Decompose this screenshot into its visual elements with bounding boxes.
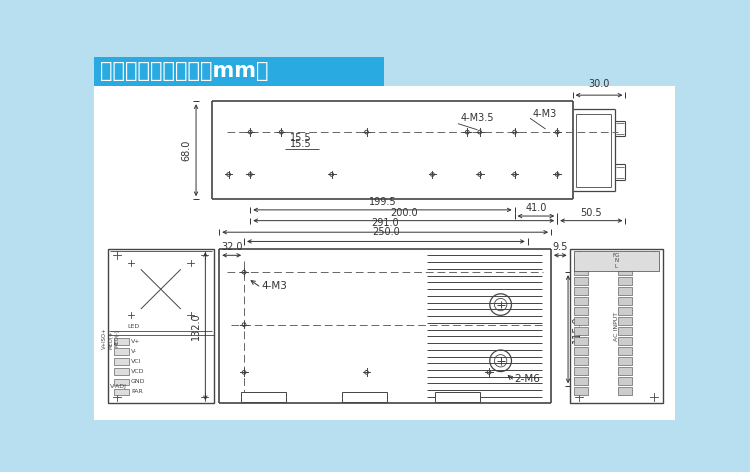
Bar [574, 347, 588, 354]
Text: 41.0: 41.0 [525, 203, 547, 213]
Bar [114, 379, 130, 386]
Text: V-ADJ: V-ADJ [110, 384, 127, 389]
Text: 250.0: 250.0 [372, 227, 400, 237]
Text: N: N [614, 258, 618, 263]
Text: 115.0: 115.0 [572, 315, 582, 343]
Bar [94, 57, 384, 86]
Bar [114, 388, 130, 396]
Bar [619, 257, 632, 264]
Bar [114, 358, 130, 365]
Bar [619, 327, 632, 335]
Text: 30.0: 30.0 [588, 79, 610, 89]
Bar [619, 357, 632, 365]
Bar [342, 392, 387, 402]
Text: 200.0: 200.0 [390, 208, 418, 218]
Bar [574, 287, 588, 295]
Bar [619, 267, 632, 275]
Bar [619, 287, 632, 295]
Text: 50.5: 50.5 [580, 208, 602, 218]
Bar [619, 387, 632, 395]
Bar [574, 327, 588, 335]
Text: 15.5: 15.5 [290, 133, 311, 143]
Bar [574, 277, 588, 285]
Text: GND: GND [131, 379, 146, 384]
Text: AC INPUT: AC INPUT [614, 312, 619, 341]
Text: 安装尺寸图：（单位mm）: 安装尺寸图：（单位mm） [100, 61, 268, 81]
Bar [574, 377, 588, 385]
Bar [619, 317, 632, 325]
Text: 4-M3.5: 4-M3.5 [460, 113, 494, 123]
Text: 199.5: 199.5 [369, 197, 396, 207]
Bar [114, 369, 130, 375]
Text: 15.5: 15.5 [290, 139, 311, 149]
Text: 4-M3: 4-M3 [261, 281, 287, 291]
Bar [619, 307, 632, 315]
Text: 68.0: 68.0 [182, 140, 192, 161]
Bar [574, 357, 588, 365]
Text: V-: V- [131, 349, 137, 354]
Text: 291.0: 291.0 [371, 218, 399, 228]
Bar [574, 252, 658, 271]
Bar [619, 377, 632, 385]
Bar [574, 317, 588, 325]
Bar [114, 348, 130, 355]
Bar [574, 307, 588, 315]
Bar [619, 297, 632, 304]
Bar [569, 249, 663, 403]
Text: VCD: VCD [131, 369, 145, 374]
Text: VCI: VCI [131, 359, 142, 364]
Bar [619, 277, 632, 285]
Bar [574, 367, 588, 375]
Bar [619, 367, 632, 375]
Text: PAR: PAR [131, 389, 142, 394]
Bar [619, 337, 632, 345]
Text: 9.5: 9.5 [553, 242, 568, 252]
Bar [574, 297, 588, 304]
Text: 2-M6: 2-M6 [514, 374, 541, 384]
Bar [241, 392, 286, 402]
Text: L: L [614, 264, 617, 269]
Text: 132.0: 132.0 [191, 312, 201, 340]
Bar [435, 392, 480, 402]
Bar [114, 338, 130, 346]
Text: 32.0: 32.0 [221, 242, 242, 252]
Bar [619, 347, 632, 354]
Text: V+: V+ [131, 339, 140, 344]
Bar [574, 337, 588, 345]
Bar [574, 257, 588, 264]
Bar [574, 387, 588, 395]
Text: LED: LED [128, 324, 140, 329]
Bar [574, 267, 588, 275]
Bar [108, 249, 214, 403]
Text: 4-M3: 4-M3 [532, 109, 556, 118]
Text: V+ISO+
MEO(+)
MEO(-): V+ISO+ MEO(+) MEO(-) [102, 328, 120, 349]
Text: FG: FG [613, 253, 620, 258]
